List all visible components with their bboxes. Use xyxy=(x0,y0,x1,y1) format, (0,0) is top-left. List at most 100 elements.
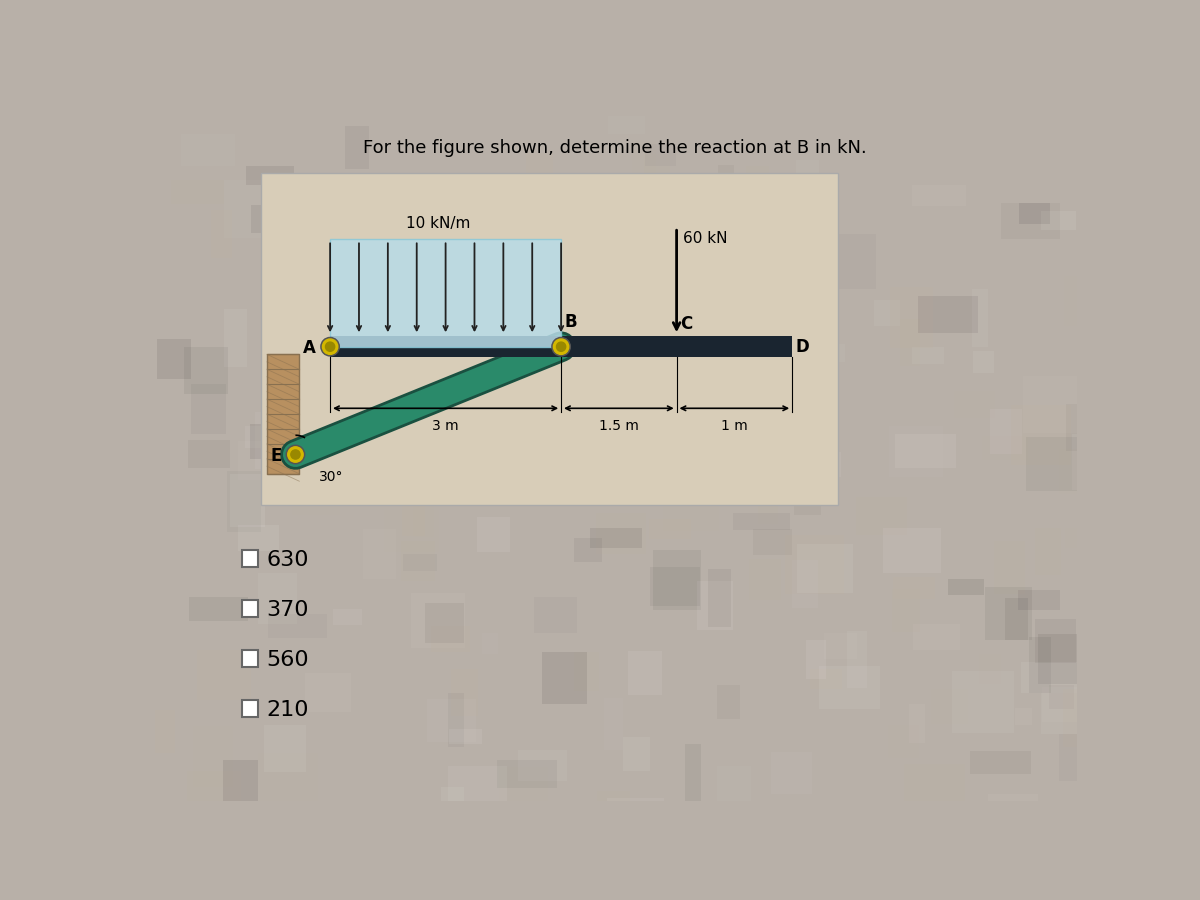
Bar xyxy=(318,362,368,410)
Bar xyxy=(749,559,781,600)
Bar xyxy=(442,192,491,216)
Bar xyxy=(822,452,840,477)
Bar xyxy=(834,234,876,289)
Bar xyxy=(824,633,857,659)
Bar xyxy=(1001,202,1060,238)
Bar xyxy=(342,240,360,277)
Bar xyxy=(794,484,821,516)
Bar xyxy=(895,434,956,468)
Text: 210: 210 xyxy=(266,700,308,720)
Bar xyxy=(1042,693,1091,733)
Bar xyxy=(499,767,548,810)
Bar xyxy=(1010,405,1070,464)
Bar xyxy=(264,725,306,772)
Bar xyxy=(889,427,943,477)
Bar xyxy=(326,332,361,371)
Bar xyxy=(1064,527,1091,548)
Bar xyxy=(796,160,818,185)
Bar xyxy=(246,166,294,185)
Bar xyxy=(908,705,924,743)
Bar xyxy=(648,322,701,370)
Bar xyxy=(545,382,574,398)
Bar xyxy=(1022,375,1082,433)
Bar xyxy=(469,266,504,294)
Bar xyxy=(245,427,276,448)
Bar xyxy=(954,391,995,418)
Bar xyxy=(518,751,568,780)
Bar xyxy=(1019,203,1050,224)
Bar xyxy=(973,351,994,374)
Bar xyxy=(223,760,258,802)
Bar xyxy=(793,294,820,318)
Bar xyxy=(493,292,520,352)
Bar xyxy=(334,608,361,626)
Bar xyxy=(241,700,258,717)
Bar xyxy=(305,672,350,712)
Bar xyxy=(402,482,425,536)
Text: 560: 560 xyxy=(266,650,308,670)
Bar xyxy=(583,441,641,483)
Bar xyxy=(1043,688,1090,722)
Bar xyxy=(403,554,438,571)
Bar xyxy=(562,274,582,298)
Bar xyxy=(797,544,853,593)
Bar xyxy=(785,535,844,594)
Bar xyxy=(644,183,680,222)
Bar xyxy=(431,305,448,349)
Bar xyxy=(695,459,738,475)
Bar xyxy=(728,338,748,367)
Bar xyxy=(379,378,408,410)
Bar xyxy=(384,510,439,552)
Bar xyxy=(704,339,756,360)
Circle shape xyxy=(557,342,565,351)
Text: 10 kN/m: 10 kN/m xyxy=(406,216,470,231)
Bar xyxy=(931,689,968,724)
Bar xyxy=(792,560,818,608)
Bar xyxy=(425,603,464,643)
Bar xyxy=(1038,634,1084,684)
Bar xyxy=(1034,528,1061,574)
Bar xyxy=(696,581,733,630)
Bar xyxy=(539,400,588,427)
Bar xyxy=(430,323,463,358)
Bar xyxy=(995,541,1025,595)
Bar xyxy=(352,369,368,413)
Bar xyxy=(1018,590,1060,610)
Bar xyxy=(810,669,841,689)
Text: 1.5 m: 1.5 m xyxy=(599,419,638,433)
Bar xyxy=(590,528,642,548)
Bar xyxy=(738,287,760,341)
Bar xyxy=(893,577,935,598)
Bar xyxy=(1030,637,1051,693)
Bar xyxy=(574,538,602,562)
Bar xyxy=(649,519,691,538)
Bar xyxy=(670,216,694,271)
Bar xyxy=(685,298,727,344)
Bar xyxy=(598,370,646,397)
Bar xyxy=(596,791,630,841)
Bar xyxy=(1015,708,1032,725)
Bar xyxy=(1066,404,1099,451)
Bar xyxy=(251,425,276,459)
Bar xyxy=(802,357,832,410)
Circle shape xyxy=(323,339,338,355)
Bar xyxy=(1063,689,1084,747)
Bar xyxy=(1058,449,1090,494)
Bar xyxy=(1049,685,1074,708)
Bar xyxy=(258,753,318,814)
Bar xyxy=(534,597,577,634)
Bar xyxy=(224,309,247,367)
Bar xyxy=(187,771,240,824)
Text: 3 m: 3 m xyxy=(432,419,458,433)
Bar xyxy=(252,205,280,233)
Bar xyxy=(406,438,422,493)
Text: C: C xyxy=(680,315,692,333)
Bar xyxy=(448,694,464,746)
Bar xyxy=(330,336,792,357)
Circle shape xyxy=(553,339,569,355)
Bar xyxy=(890,287,932,348)
Bar xyxy=(364,529,396,579)
Bar xyxy=(758,490,778,524)
Bar xyxy=(157,339,191,379)
Bar xyxy=(588,234,626,274)
